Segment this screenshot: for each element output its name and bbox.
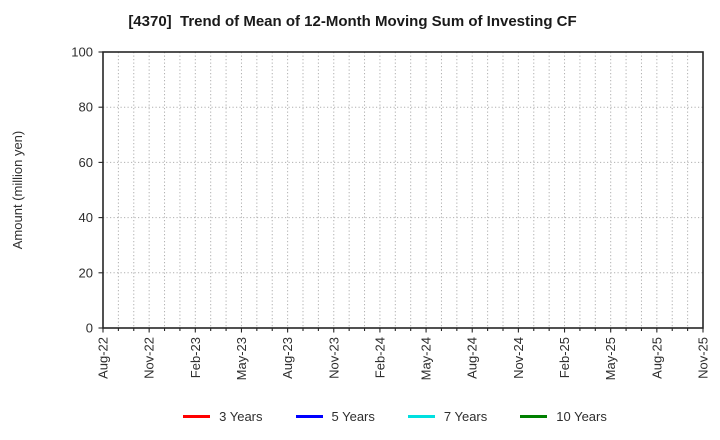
legend-item-5-years: 5 Years [295,408,375,424]
legend: 3 Years 5 Years 7 Years 10 Years [95,406,695,426]
legend-item-7-years: 7 Years [407,408,488,424]
x-tick-label: May-25 [603,337,618,380]
x-tick-label: Feb-24 [372,337,387,378]
x-tick-label: Nov-25 [696,337,711,379]
y-tick-label: 0 [86,321,93,336]
x-tick-label: Nov-24 [511,337,526,379]
x-tick-label: Feb-25 [557,337,572,378]
legend-item-3-years: 3 Years [183,408,263,424]
y-tick-label: 80 [79,100,93,115]
legend-label: 7 Years [443,408,488,424]
legend-line-swatch-3-years [183,414,211,418]
x-tick-label: Aug-25 [649,337,664,379]
y-tick-label: 60 [79,155,93,170]
y-tick-label: 100 [71,45,93,60]
x-tick-label: Feb-23 [188,337,203,378]
plot-border [102,51,704,329]
x-tick-label: Nov-23 [326,337,341,379]
x-tick-label: May-24 [419,337,434,380]
x-tick-label: Nov-22 [142,337,157,379]
y-tick-label: 40 [79,210,93,225]
chart-title: [4370] Trend of Mean of 12-Month Moving … [128,13,577,30]
legend-item-10-years: 10 Years [520,409,607,424]
x-tick-label: May-23 [234,337,249,380]
legend-line-swatch-7-years [407,414,435,418]
x-tick-label: Aug-22 [96,337,111,379]
x-tick-label: Aug-24 [465,337,480,379]
legend-line-swatch-10-years [520,414,548,418]
legend-line-swatch-5-years [295,414,323,418]
x-tick-label: Aug-23 [280,337,295,379]
legend-label: 10 Years [556,408,607,424]
legend-label: 5 Years [331,408,375,424]
legend-label: 3 Years [219,408,263,424]
y-tick-label: 20 [79,265,93,280]
